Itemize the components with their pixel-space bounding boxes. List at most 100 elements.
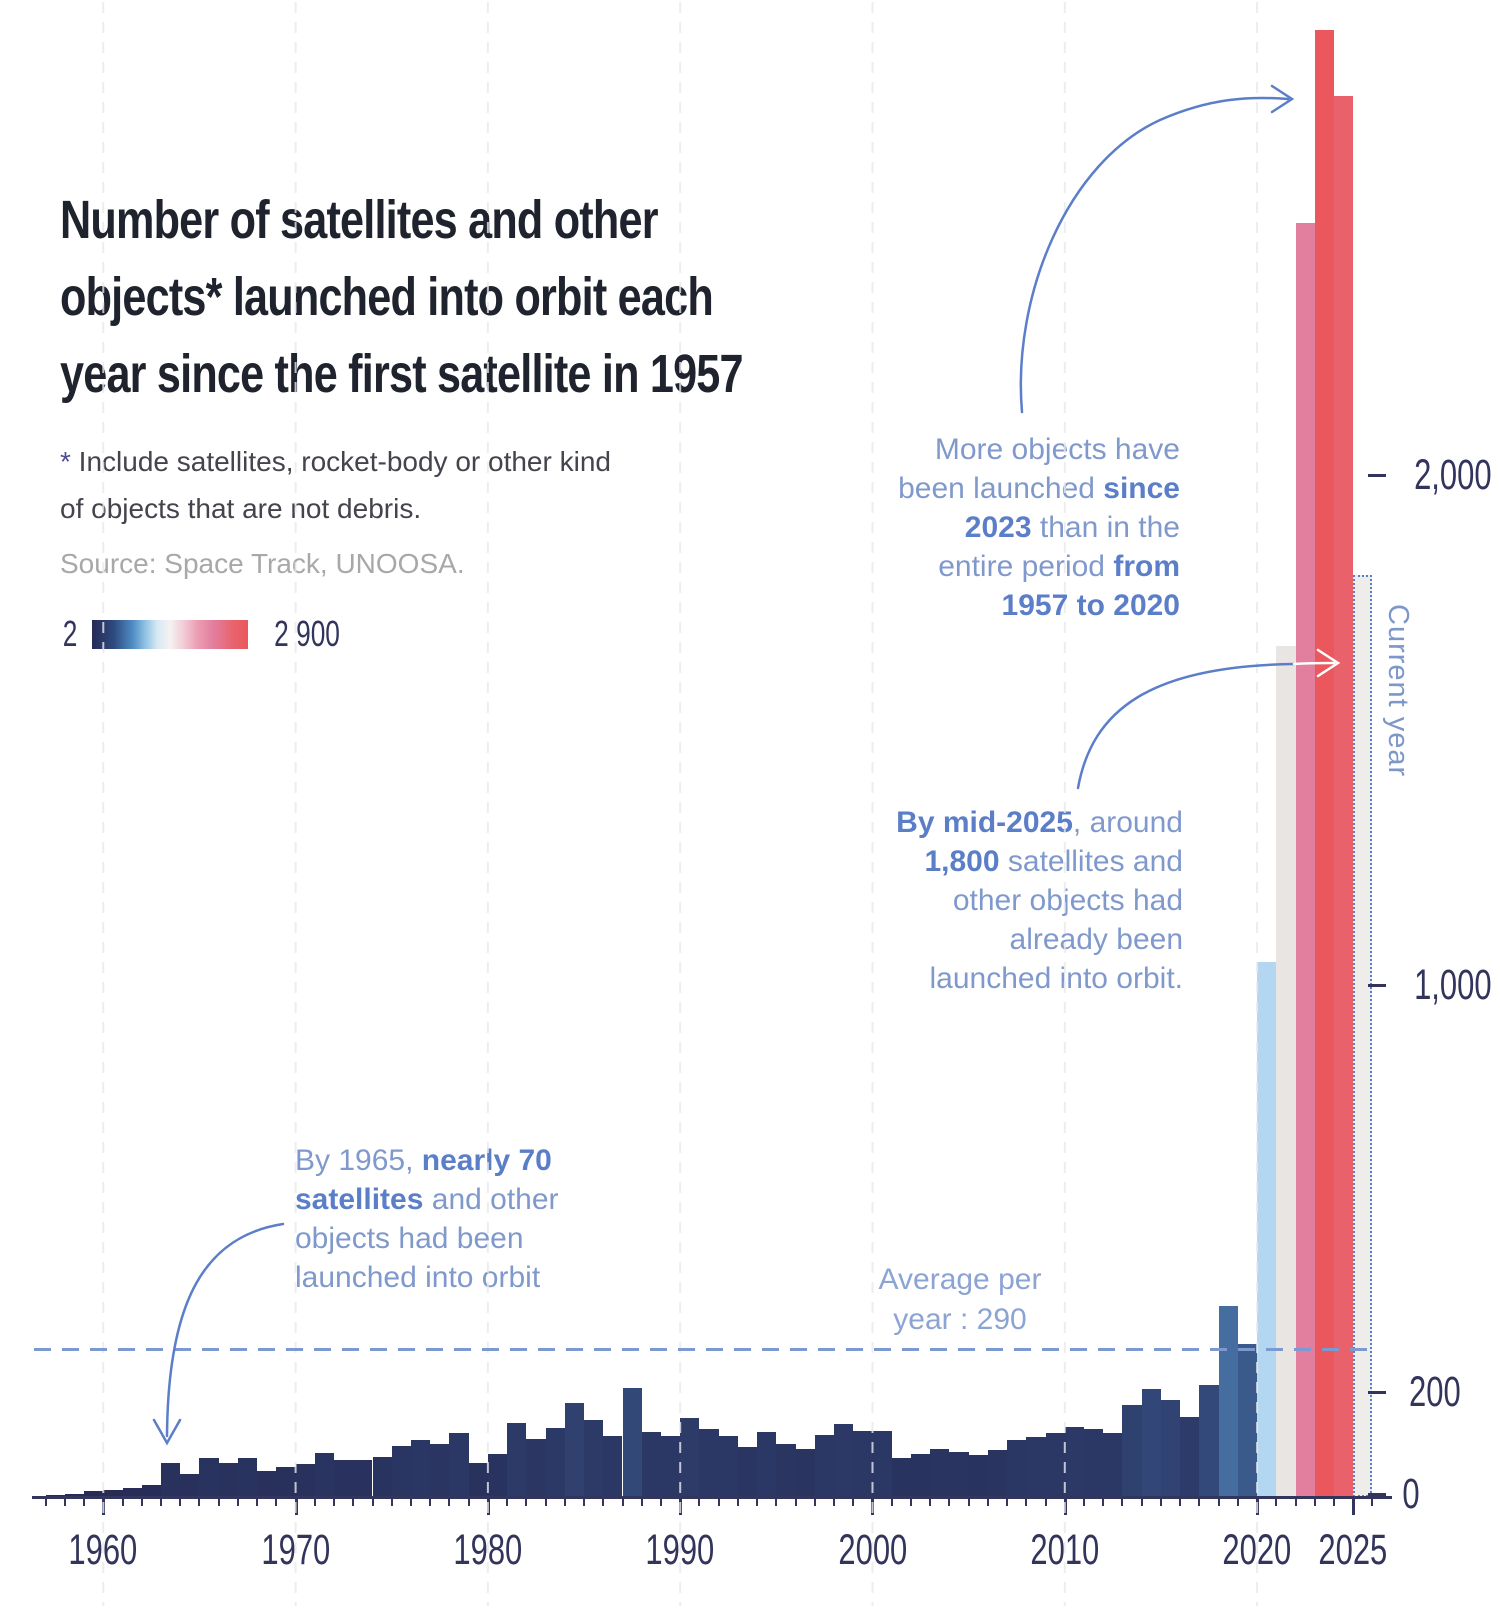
bar-1976	[410, 1440, 431, 1497]
tick-2024	[1333, 1498, 1335, 1506]
tick-2002	[909, 1498, 912, 1506]
bar-2024	[1334, 95, 1354, 1497]
footnote: * Include satellites, rocket-body or oth…	[60, 438, 840, 532]
x-label-2000: 2000	[802, 1526, 942, 1575]
source-credit: Source: Space Track, UNOOSA.	[60, 548, 465, 579]
annotation-bold-text: By mid-2025	[896, 806, 1073, 839]
y-label-2000: 2,000	[1368, 451, 1500, 500]
tick-1981	[506, 1498, 509, 1506]
tick-1959	[83, 1498, 86, 1506]
tick-1964	[179, 1498, 182, 1506]
bar-2021	[1276, 646, 1296, 1497]
bar-2010	[1064, 1426, 1084, 1497]
arrow-to-2023-bar	[1019, 96, 1290, 414]
arrow-to-1965-bar	[165, 1222, 285, 1438]
x-label-2025: 2025	[1283, 1526, 1423, 1575]
annotation-line: objects had been	[295, 1219, 559, 1258]
tick-1983	[544, 1498, 547, 1506]
annotation-line: 2023 than in the	[898, 508, 1180, 547]
y-label-0: 0	[1368, 1470, 1427, 1519]
tick-2021	[1275, 1498, 1278, 1506]
bar-1961	[122, 1488, 142, 1497]
annotation-line: already been	[896, 920, 1183, 959]
bar-1960	[103, 1489, 123, 1497]
tick-1985	[583, 1498, 586, 1506]
bar-1965	[199, 1457, 219, 1497]
tick-1965	[198, 1498, 201, 1506]
annotation-line: Average per	[850, 1260, 1070, 1300]
tick-1971	[313, 1498, 316, 1506]
bar-1973	[353, 1459, 373, 1497]
bar-2025	[1353, 574, 1373, 1497]
annotation-text: Average per	[878, 1263, 1042, 1296]
bar-1962	[141, 1485, 161, 1497]
tick-2012	[1102, 1498, 1105, 1506]
annotation-mid-2025: By mid-2025, around 1,800 satellites and o…	[896, 803, 1183, 998]
annotation-text: launched into orbit.	[929, 962, 1183, 995]
bar-2008	[1026, 1437, 1046, 1497]
tick-1992	[717, 1498, 720, 1506]
x-label-2010: 2010	[995, 1526, 1135, 1575]
title-line-3: year since the first satellite in 1957	[60, 344, 744, 404]
title-line-2: objects* launched into orbit each	[60, 267, 714, 327]
footnote-text-1: Include satellites, rocket-body or other…	[70, 446, 611, 477]
asterisk: *	[60, 446, 71, 477]
tick-1970	[294, 1498, 298, 1515]
legend-min-value: 2	[62, 613, 78, 654]
annotation-text: than in the	[1031, 511, 1180, 544]
bar-1980	[487, 1454, 508, 1497]
tick-2018	[1217, 1498, 1220, 1506]
tick-2013	[1121, 1498, 1124, 1506]
annotation-average-per-year: Average per year : 290	[850, 1260, 1070, 1340]
bar-1966	[218, 1462, 238, 1497]
bar-1993	[737, 1446, 758, 1497]
arrow-to-current-year	[1076, 662, 1296, 790]
tick-2026	[1371, 1498, 1374, 1506]
tick-2011	[1083, 1498, 1086, 1506]
tick-2005	[967, 1498, 970, 1506]
bar-2009	[1045, 1433, 1065, 1497]
tick-1975	[390, 1498, 393, 1506]
annotation-bold-text: since	[1103, 472, 1180, 505]
annotation-text: been launched	[898, 472, 1104, 505]
tick-2016	[1179, 1498, 1182, 1506]
annotation-text: launched into orbit	[295, 1261, 541, 1294]
bar-2023	[1314, 29, 1334, 1497]
bar-2005	[968, 1455, 988, 1497]
bar-1981	[507, 1422, 527, 1497]
footnote-line-2: of objects that are not debris.	[60, 493, 422, 524]
bar-2003	[930, 1449, 950, 1497]
tick-1980	[486, 1498, 490, 1515]
bar-1977	[430, 1444, 450, 1497]
tick-2004	[948, 1498, 951, 1506]
tick-1960	[102, 1498, 106, 1515]
legend-gradient-bar	[92, 619, 249, 649]
bar-1970	[295, 1464, 315, 1497]
bar-1968	[257, 1471, 277, 1497]
tick-2007	[1006, 1498, 1009, 1506]
tick-1995	[775, 1498, 778, 1506]
tick-1968	[256, 1498, 259, 1506]
bar-1986	[603, 1435, 623, 1497]
bar-2018	[1218, 1305, 1238, 1497]
tick-1966	[217, 1498, 220, 1506]
tick-1998	[833, 1498, 836, 1506]
tick-2017	[1198, 1498, 1201, 1506]
annotation-line: satellites and other	[295, 1180, 559, 1219]
bar-2000	[872, 1431, 892, 1497]
annotation-bold-text: satellites	[295, 1183, 424, 1216]
tick-1957	[44, 1498, 47, 1506]
bar-1994	[757, 1432, 777, 1497]
tick-1969	[275, 1498, 278, 1506]
annotation-line: year : 290	[850, 1300, 1070, 1340]
annotation-line: entire period from	[898, 547, 1180, 586]
bar-2011	[1084, 1429, 1104, 1497]
tick-1986	[602, 1498, 605, 1506]
annotation-text: , around	[1072, 806, 1183, 839]
bar-1979	[468, 1462, 488, 1497]
bar-1972	[334, 1459, 354, 1497]
bar-2012	[1103, 1432, 1123, 1497]
tick-2003	[929, 1498, 932, 1506]
page-title: Number of satellites and other objects* …	[60, 182, 860, 413]
tick-1972	[333, 1498, 336, 1506]
